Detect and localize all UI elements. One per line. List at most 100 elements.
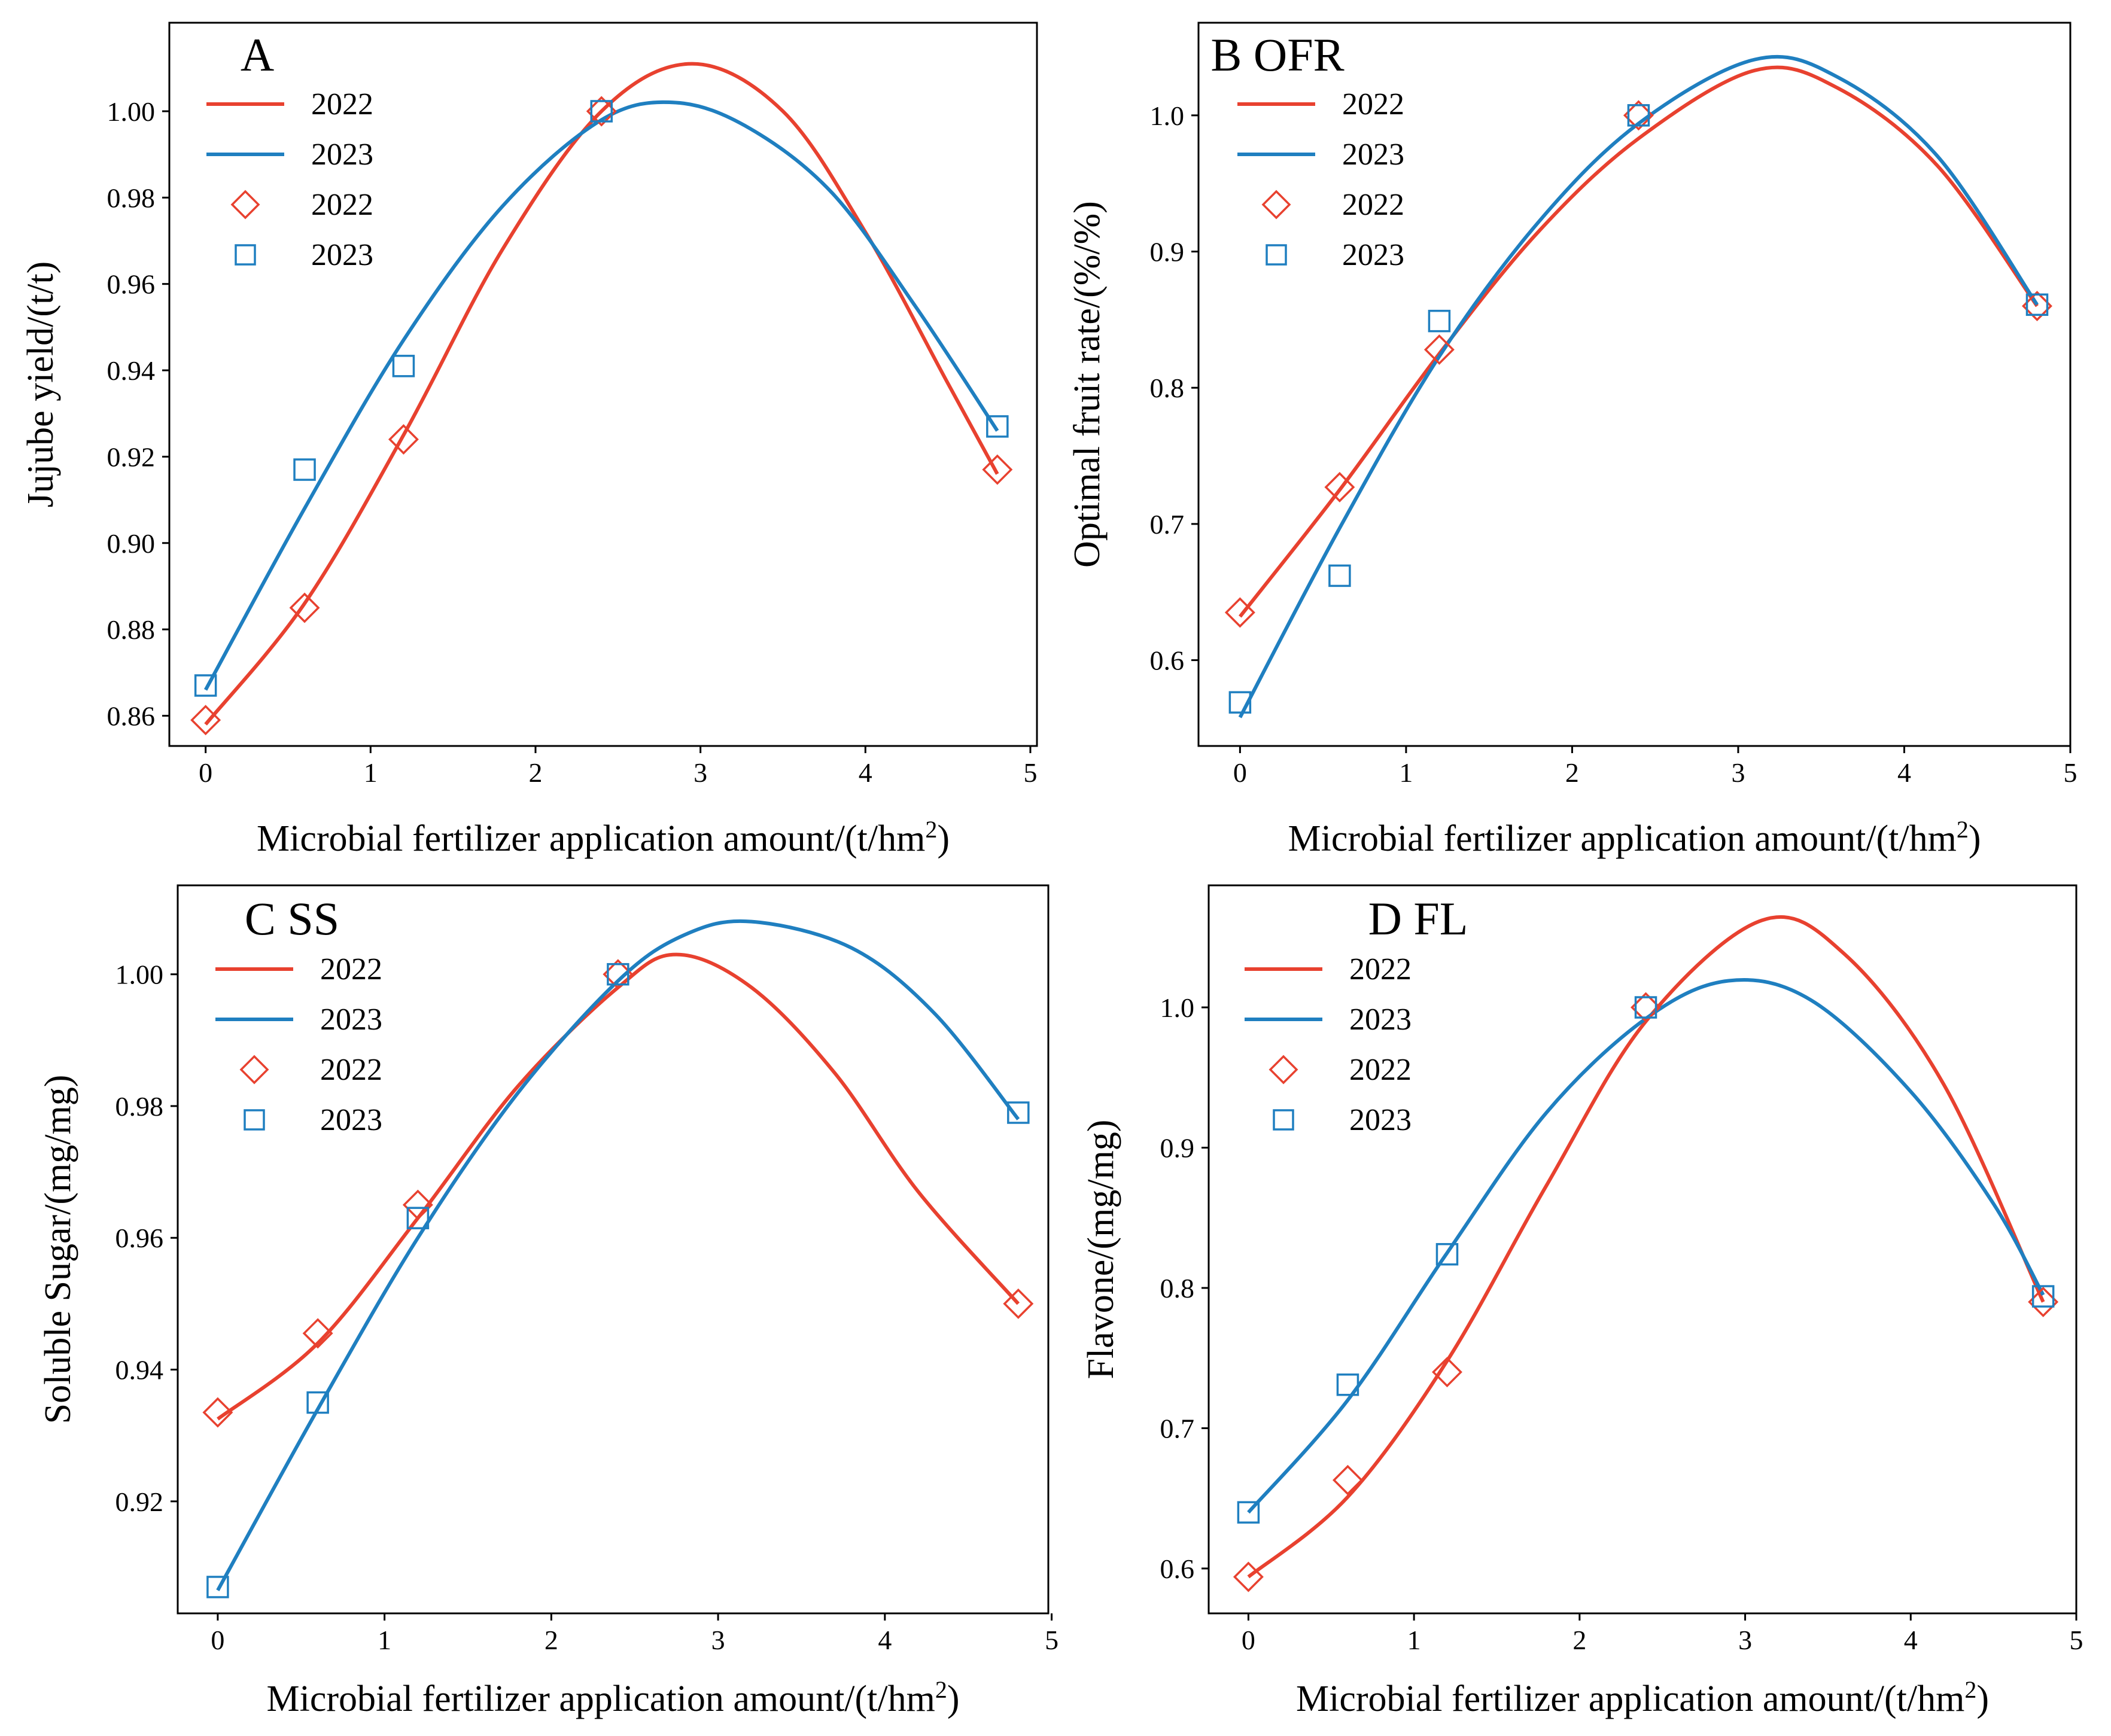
point-2023 xyxy=(590,100,613,123)
point-2023 xyxy=(1435,1242,1459,1266)
legend-label: 2022 xyxy=(320,952,382,986)
point-2023 xyxy=(2025,293,2049,316)
legend: 2022 2023 2022 2023 xyxy=(215,952,382,1137)
panel-d: 0 1 2 3 4 5 0.6 0.7 0.8 0.9 1.0 Microbial fertilize… xyxy=(1081,884,2083,1719)
point-2023 xyxy=(1328,564,1351,587)
x-tick-label: 1 xyxy=(364,757,378,788)
legend-label: 2022 xyxy=(1349,952,1412,986)
x-tick-label: 4 xyxy=(859,757,872,788)
point-2023 xyxy=(392,355,415,377)
legend: 2022 2023 2022 2023 xyxy=(1237,87,1404,272)
legend-label: 2023 xyxy=(320,1003,382,1037)
x-tick-label: 5 xyxy=(1045,1625,1058,1655)
fit-line-2022 xyxy=(1239,65,2039,618)
x-tick-label: 3 xyxy=(1731,757,1745,788)
point-2022 xyxy=(402,1189,433,1220)
panel-a: 0 1 2 3 4 5 0.86 0.88 0.90 0.92 0.94 0.96 0.98 1.00 Mi… xyxy=(20,22,1038,859)
legend-label: 2023 xyxy=(1349,1003,1412,1037)
y-tick-label: 0.90 xyxy=(107,528,156,559)
panel-title: A xyxy=(241,29,274,81)
point-2022 xyxy=(1332,1464,1363,1496)
y-axis-label: Optimal fruit rate/(%/%) xyxy=(1067,201,1108,568)
y-axis-label: Jujube yield/(t/t) xyxy=(20,261,61,508)
legend: 2022 2023 2022 2023 xyxy=(1245,952,1412,1137)
legend-label: 2022 xyxy=(311,87,373,121)
point-2022 xyxy=(190,705,221,736)
x-tick-label: 2 xyxy=(1565,757,1579,788)
legend-marker-2023 xyxy=(235,244,256,266)
y-tick-label: 0.88 xyxy=(107,614,156,645)
y-axis-label: Soluble Sugar/(mg/mg) xyxy=(38,1075,78,1424)
y-tick-label: 0.86 xyxy=(107,701,156,731)
panel-title: B OFR xyxy=(1210,29,1344,81)
plot-frame xyxy=(168,22,1038,747)
x-tick-label: 5 xyxy=(2070,1625,2083,1655)
x-tick-label: 5 xyxy=(2064,757,2077,788)
x-tick-label: 0 xyxy=(199,757,212,788)
panel-c: 0 1 2 3 4 5 0.92 0.94 0.96 0.98 1.00 Microbial fert… xyxy=(38,884,1058,1719)
legend-marker-2023 xyxy=(1266,244,1287,266)
legend-label: 2023 xyxy=(311,238,373,272)
y-tick-label: 0.92 xyxy=(115,1487,164,1517)
point-2022 xyxy=(1423,334,1455,365)
legend: 2022 2023 2022 2023 xyxy=(206,87,373,272)
point-2023 xyxy=(1237,1501,1260,1524)
y-tick-label: 0.96 xyxy=(115,1223,164,1253)
legend-label: 2022 xyxy=(1349,1053,1412,1087)
x-tick-label: 4 xyxy=(1904,1625,1918,1655)
panel-title: D FL xyxy=(1368,893,1468,945)
x-tick-label: 0 xyxy=(211,1625,224,1655)
legend-label: 2022 xyxy=(311,188,373,222)
legend-marker-2023 xyxy=(1273,1109,1294,1131)
panel-b: 0 1 2 3 4 5 0.6 0.7 0.8 0.9 1.0 Microbial fertilize… xyxy=(1067,22,2077,859)
x-tick-label: 3 xyxy=(1738,1625,1752,1655)
x-tick-label: 2 xyxy=(528,757,542,788)
legend-marker-2022 xyxy=(230,190,260,220)
plot-frame xyxy=(1207,884,2077,1615)
x-tick-label: 0 xyxy=(1233,757,1247,788)
legend-label: 2023 xyxy=(1349,1103,1412,1137)
y-tick-label: 0.98 xyxy=(107,182,156,213)
legend-label: 2022 xyxy=(1342,87,1404,121)
fit-line-2023 xyxy=(1247,978,2045,1514)
x-tick-label: 5 xyxy=(1023,757,1037,788)
y-tick-label: 0.8 xyxy=(1150,373,1185,403)
y-tick-label: 0.8 xyxy=(1160,1273,1195,1303)
y-tick-label: 0.6 xyxy=(1150,645,1185,676)
point-2023 xyxy=(1634,996,1657,1019)
point-2022 xyxy=(289,592,320,623)
legend-label: 2023 xyxy=(1342,138,1404,172)
point-2022 xyxy=(1431,1357,1462,1388)
legend-label: 2022 xyxy=(320,1053,382,1087)
x-tick-label: 2 xyxy=(545,1625,558,1655)
y-tick-label: 0.7 xyxy=(1150,509,1185,540)
point-2023 xyxy=(406,1207,430,1229)
y-tick-label: 0.94 xyxy=(107,355,156,386)
y-tick-label: 0.6 xyxy=(1160,1554,1195,1584)
x-tick-label: 4 xyxy=(878,1625,892,1655)
legend-label: 2023 xyxy=(320,1103,382,1137)
point-2023 xyxy=(306,1391,329,1414)
point-2023 xyxy=(1228,691,1252,714)
plot-frame xyxy=(1197,22,2072,747)
x-tick-label: 3 xyxy=(711,1625,725,1655)
legend-marker-2023 xyxy=(244,1109,265,1131)
legend-marker-2022 xyxy=(1269,1055,1298,1085)
fit-line-2022 xyxy=(217,952,1020,1421)
x-tick-label: 4 xyxy=(1897,757,1911,788)
point-2023 xyxy=(1428,309,1451,333)
y-tick-label: 0.9 xyxy=(1160,1132,1195,1163)
fit-line-2023 xyxy=(203,100,999,691)
point-2023 xyxy=(2031,1285,2055,1308)
y-tick-label: 1.00 xyxy=(115,960,164,990)
point-2023 xyxy=(206,1576,229,1598)
point-2022 xyxy=(1224,597,1255,628)
point-2022 xyxy=(1324,471,1355,502)
y-tick-label: 1.0 xyxy=(1160,992,1195,1023)
y-tick-label: 1.00 xyxy=(107,96,156,127)
point-2022 xyxy=(1003,1288,1034,1319)
x-tick-label: 1 xyxy=(1407,1625,1421,1655)
point-2022 xyxy=(982,454,1013,485)
y-tick-label: 0.94 xyxy=(115,1354,164,1385)
plot-frame xyxy=(177,884,1050,1615)
